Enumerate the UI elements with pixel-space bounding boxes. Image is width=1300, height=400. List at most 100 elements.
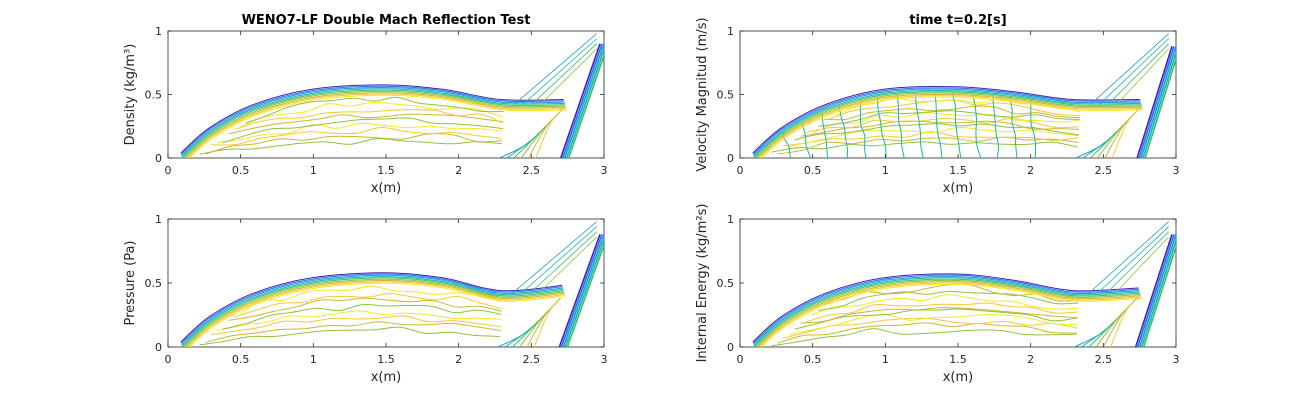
chart-title: time t=0.2[s]	[909, 13, 1006, 28]
velocity-contour	[896, 94, 905, 158]
incident-shock-contour	[1140, 46, 1176, 158]
incident-shock-contour	[1138, 234, 1176, 347]
bow-shock-contour	[755, 279, 1141, 347]
interior-contour	[205, 133, 503, 155]
mach-stem-contour	[533, 297, 561, 347]
y-axis-label: Density (kg/m³)	[123, 44, 138, 146]
interior-contour	[818, 110, 1080, 127]
bow-shock-contour	[753, 88, 1141, 156]
incident-shock-contour	[566, 243, 604, 347]
reflected-wave-contour	[538, 236, 598, 294]
reflected-wave-contour	[1098, 38, 1170, 105]
bow-shock-contour	[181, 276, 564, 347]
x-tick-label: 1	[882, 164, 889, 177]
bow-shock-contour	[759, 282, 1142, 347]
interior-contour	[806, 117, 1080, 133]
interior-contour	[788, 126, 1079, 147]
x-tick-label: 0.5	[232, 353, 250, 366]
incident-shock-contour	[568, 52, 604, 158]
interior-contour	[818, 290, 1079, 311]
interior-contour	[211, 126, 503, 146]
interior-contour	[228, 297, 502, 321]
reflected-wave-contour	[1105, 231, 1170, 294]
interior-contour	[199, 138, 502, 155]
reflected-wave-contour	[531, 43, 598, 105]
bow-shock-contour	[754, 278, 1141, 347]
x-tick-label: 0	[737, 164, 744, 177]
x-tick-label: 2.5	[1095, 164, 1113, 177]
incident-shock-contour	[566, 47, 604, 158]
y-tick-label: 1	[727, 213, 734, 226]
interior-contour	[234, 293, 502, 318]
reflected-wave-contour	[512, 221, 597, 294]
incident-shock-contour	[1140, 237, 1176, 347]
reflected-wave-contour	[529, 231, 598, 294]
bow-shock-contour	[757, 93, 1143, 158]
incident-shock-contour	[564, 43, 604, 158]
x-tick-label: 1.5	[949, 353, 967, 366]
interior-contour	[246, 96, 504, 124]
bow-shock-contour	[180, 84, 564, 154]
interior-contour	[800, 307, 1078, 324]
reflected-wave-contour	[1097, 226, 1170, 294]
reflected-wave-contour	[539, 48, 598, 105]
contour-layer	[752, 221, 1176, 347]
bow-shock-contour	[757, 281, 1141, 347]
x-tick-label: 3	[1173, 164, 1180, 177]
bow-shock-contour	[187, 281, 565, 347]
interior-contour	[205, 321, 501, 343]
y-tick-label: 0	[155, 341, 162, 354]
interior-contour	[771, 328, 1077, 347]
bow-shock-contour	[188, 94, 567, 158]
incident-shock-contour	[1142, 244, 1176, 347]
interior-contour	[794, 308, 1078, 330]
incident-shock-contour	[558, 234, 601, 347]
x-tick-label: 0.5	[804, 353, 822, 366]
bow-shock-contour	[181, 87, 565, 156]
x-tick-label: 2.5	[523, 164, 541, 177]
velocity-contour	[972, 94, 982, 158]
x-tick-label: 0	[165, 164, 172, 177]
interior-contour	[216, 310, 502, 331]
velocity-contour	[838, 106, 849, 158]
incident-shock-contour	[562, 234, 604, 347]
incident-shock-contour	[1138, 46, 1175, 158]
x-tick-label: 1.5	[949, 164, 967, 177]
y-tick-label: 0	[727, 341, 734, 354]
x-axis-label: x(m)	[371, 370, 402, 385]
bow-shock-contour	[752, 273, 1139, 343]
x-tick-label: 2.5	[1095, 353, 1113, 366]
bow-shock-contour	[183, 278, 565, 347]
reflected-wave-contour	[520, 226, 597, 294]
mach-stem-contour	[1111, 109, 1139, 158]
interior-contour	[199, 326, 501, 346]
incident-shock-contour	[1136, 234, 1175, 347]
bow-shock-contour	[753, 277, 1140, 347]
velocity-contour	[1009, 97, 1018, 158]
x-tick-label: 0.5	[232, 164, 250, 177]
incident-shock-contour	[1136, 46, 1173, 158]
x-tick-label: 2	[1027, 353, 1034, 366]
interior-contour	[806, 302, 1078, 323]
x-tick-label: 1.5	[377, 353, 395, 366]
interior-contour	[812, 112, 1080, 134]
reflected-wave-contour	[513, 33, 597, 105]
x-tick-label: 3	[601, 164, 608, 177]
interior-contour	[211, 315, 501, 336]
y-axis-label: Pressure (Pa)	[123, 240, 138, 325]
incident-shock-contour	[562, 43, 603, 158]
bow-shock-contour	[180, 85, 565, 155]
x-tick-label: 3	[1173, 353, 1180, 366]
reflected-wave-contour	[1114, 236, 1170, 294]
incident-shock-contour	[564, 237, 604, 347]
bow-shock-contour	[180, 273, 563, 344]
y-tick-label: 0.5	[717, 277, 735, 290]
bow-shock-contour	[752, 87, 1141, 155]
bow-shock-contour	[181, 88, 565, 158]
bow-shock-contour	[185, 92, 566, 158]
bow-shock-contour	[753, 275, 1140, 345]
bow-shock-contour	[187, 93, 567, 158]
velocity-contour	[914, 94, 924, 158]
x-tick-label: 1	[882, 353, 889, 366]
